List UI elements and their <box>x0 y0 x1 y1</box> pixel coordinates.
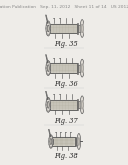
Circle shape <box>48 34 49 36</box>
Circle shape <box>49 33 50 35</box>
Bar <box>77 63 78 74</box>
Circle shape <box>46 97 51 112</box>
Bar <box>50 63 77 73</box>
Circle shape <box>48 21 49 22</box>
Ellipse shape <box>80 19 84 37</box>
Circle shape <box>48 97 49 99</box>
Circle shape <box>52 138 53 139</box>
Circle shape <box>50 67 51 69</box>
Circle shape <box>47 25 49 32</box>
Circle shape <box>47 65 49 71</box>
Ellipse shape <box>80 59 84 77</box>
Circle shape <box>46 71 47 72</box>
Circle shape <box>46 107 47 109</box>
Bar <box>77 99 78 110</box>
Bar <box>50 100 77 110</box>
Circle shape <box>46 100 47 102</box>
Circle shape <box>50 28 51 29</box>
Circle shape <box>46 61 51 76</box>
Bar <box>50 63 77 73</box>
Circle shape <box>49 110 50 112</box>
Circle shape <box>52 144 53 145</box>
Bar <box>50 23 77 33</box>
Bar <box>75 137 76 146</box>
Bar <box>78 25 81 32</box>
Ellipse shape <box>81 64 83 73</box>
Ellipse shape <box>81 24 83 33</box>
Circle shape <box>46 21 51 36</box>
Circle shape <box>47 101 49 108</box>
Text: Fig. 37: Fig. 37 <box>54 117 78 125</box>
Bar <box>52 137 75 146</box>
Ellipse shape <box>78 137 80 146</box>
Circle shape <box>50 104 51 106</box>
Circle shape <box>46 24 47 26</box>
Text: Fig. 38: Fig. 38 <box>54 152 77 160</box>
Bar <box>50 100 77 110</box>
Bar <box>52 139 53 144</box>
Bar <box>78 101 81 108</box>
Bar <box>78 65 81 72</box>
Circle shape <box>49 135 53 148</box>
Bar <box>76 138 78 145</box>
Circle shape <box>46 64 47 66</box>
Bar <box>50 23 77 33</box>
Bar <box>77 23 78 34</box>
Circle shape <box>48 74 49 76</box>
Circle shape <box>50 138 52 145</box>
Circle shape <box>49 22 50 23</box>
Circle shape <box>46 31 47 33</box>
Circle shape <box>49 61 50 63</box>
Bar <box>52 137 75 146</box>
Circle shape <box>49 98 50 100</box>
Circle shape <box>49 73 50 75</box>
Ellipse shape <box>81 100 83 109</box>
Circle shape <box>48 111 49 113</box>
Text: Fig. 35: Fig. 35 <box>54 40 78 48</box>
Text: Patent Application Publication   Sep. 11, 2012   Sheet 11 of 14   US 2012/000838: Patent Application Publication Sep. 11, … <box>0 5 128 9</box>
Ellipse shape <box>80 96 84 114</box>
Ellipse shape <box>77 133 81 149</box>
Circle shape <box>48 60 49 62</box>
Text: Fig. 36: Fig. 36 <box>54 80 78 88</box>
